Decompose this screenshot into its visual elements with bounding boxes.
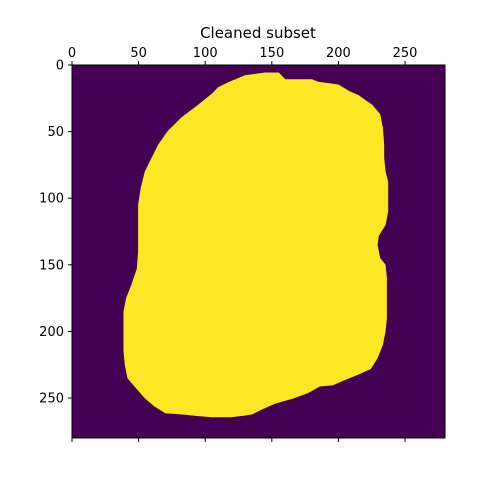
x-tick-label: 200	[326, 46, 351, 61]
y-tick-label: 50	[47, 125, 64, 140]
y-tick-label: 200	[39, 325, 64, 340]
x-tick-label: 150	[259, 46, 284, 61]
chart-title: Cleaned subset	[200, 24, 316, 42]
y-tick-label: 0	[56, 59, 64, 74]
x-tick-label: 50	[130, 46, 147, 61]
x-tick-label: 100	[193, 46, 218, 61]
mask-region	[123, 72, 389, 418]
y-tick-label: 100	[39, 192, 64, 207]
y-axis: 0 50 100 150 200 250	[39, 59, 72, 407]
x-tick-label: 0	[68, 46, 76, 61]
y-tick-label: 250	[39, 392, 64, 407]
plot-area	[71, 64, 446, 439]
y-tick-label: 150	[39, 258, 64, 273]
x-axis: 0 50 100 150 200 250	[68, 46, 418, 442]
x-tick-label: 250	[393, 46, 418, 61]
plot-frame	[71, 64, 446, 439]
